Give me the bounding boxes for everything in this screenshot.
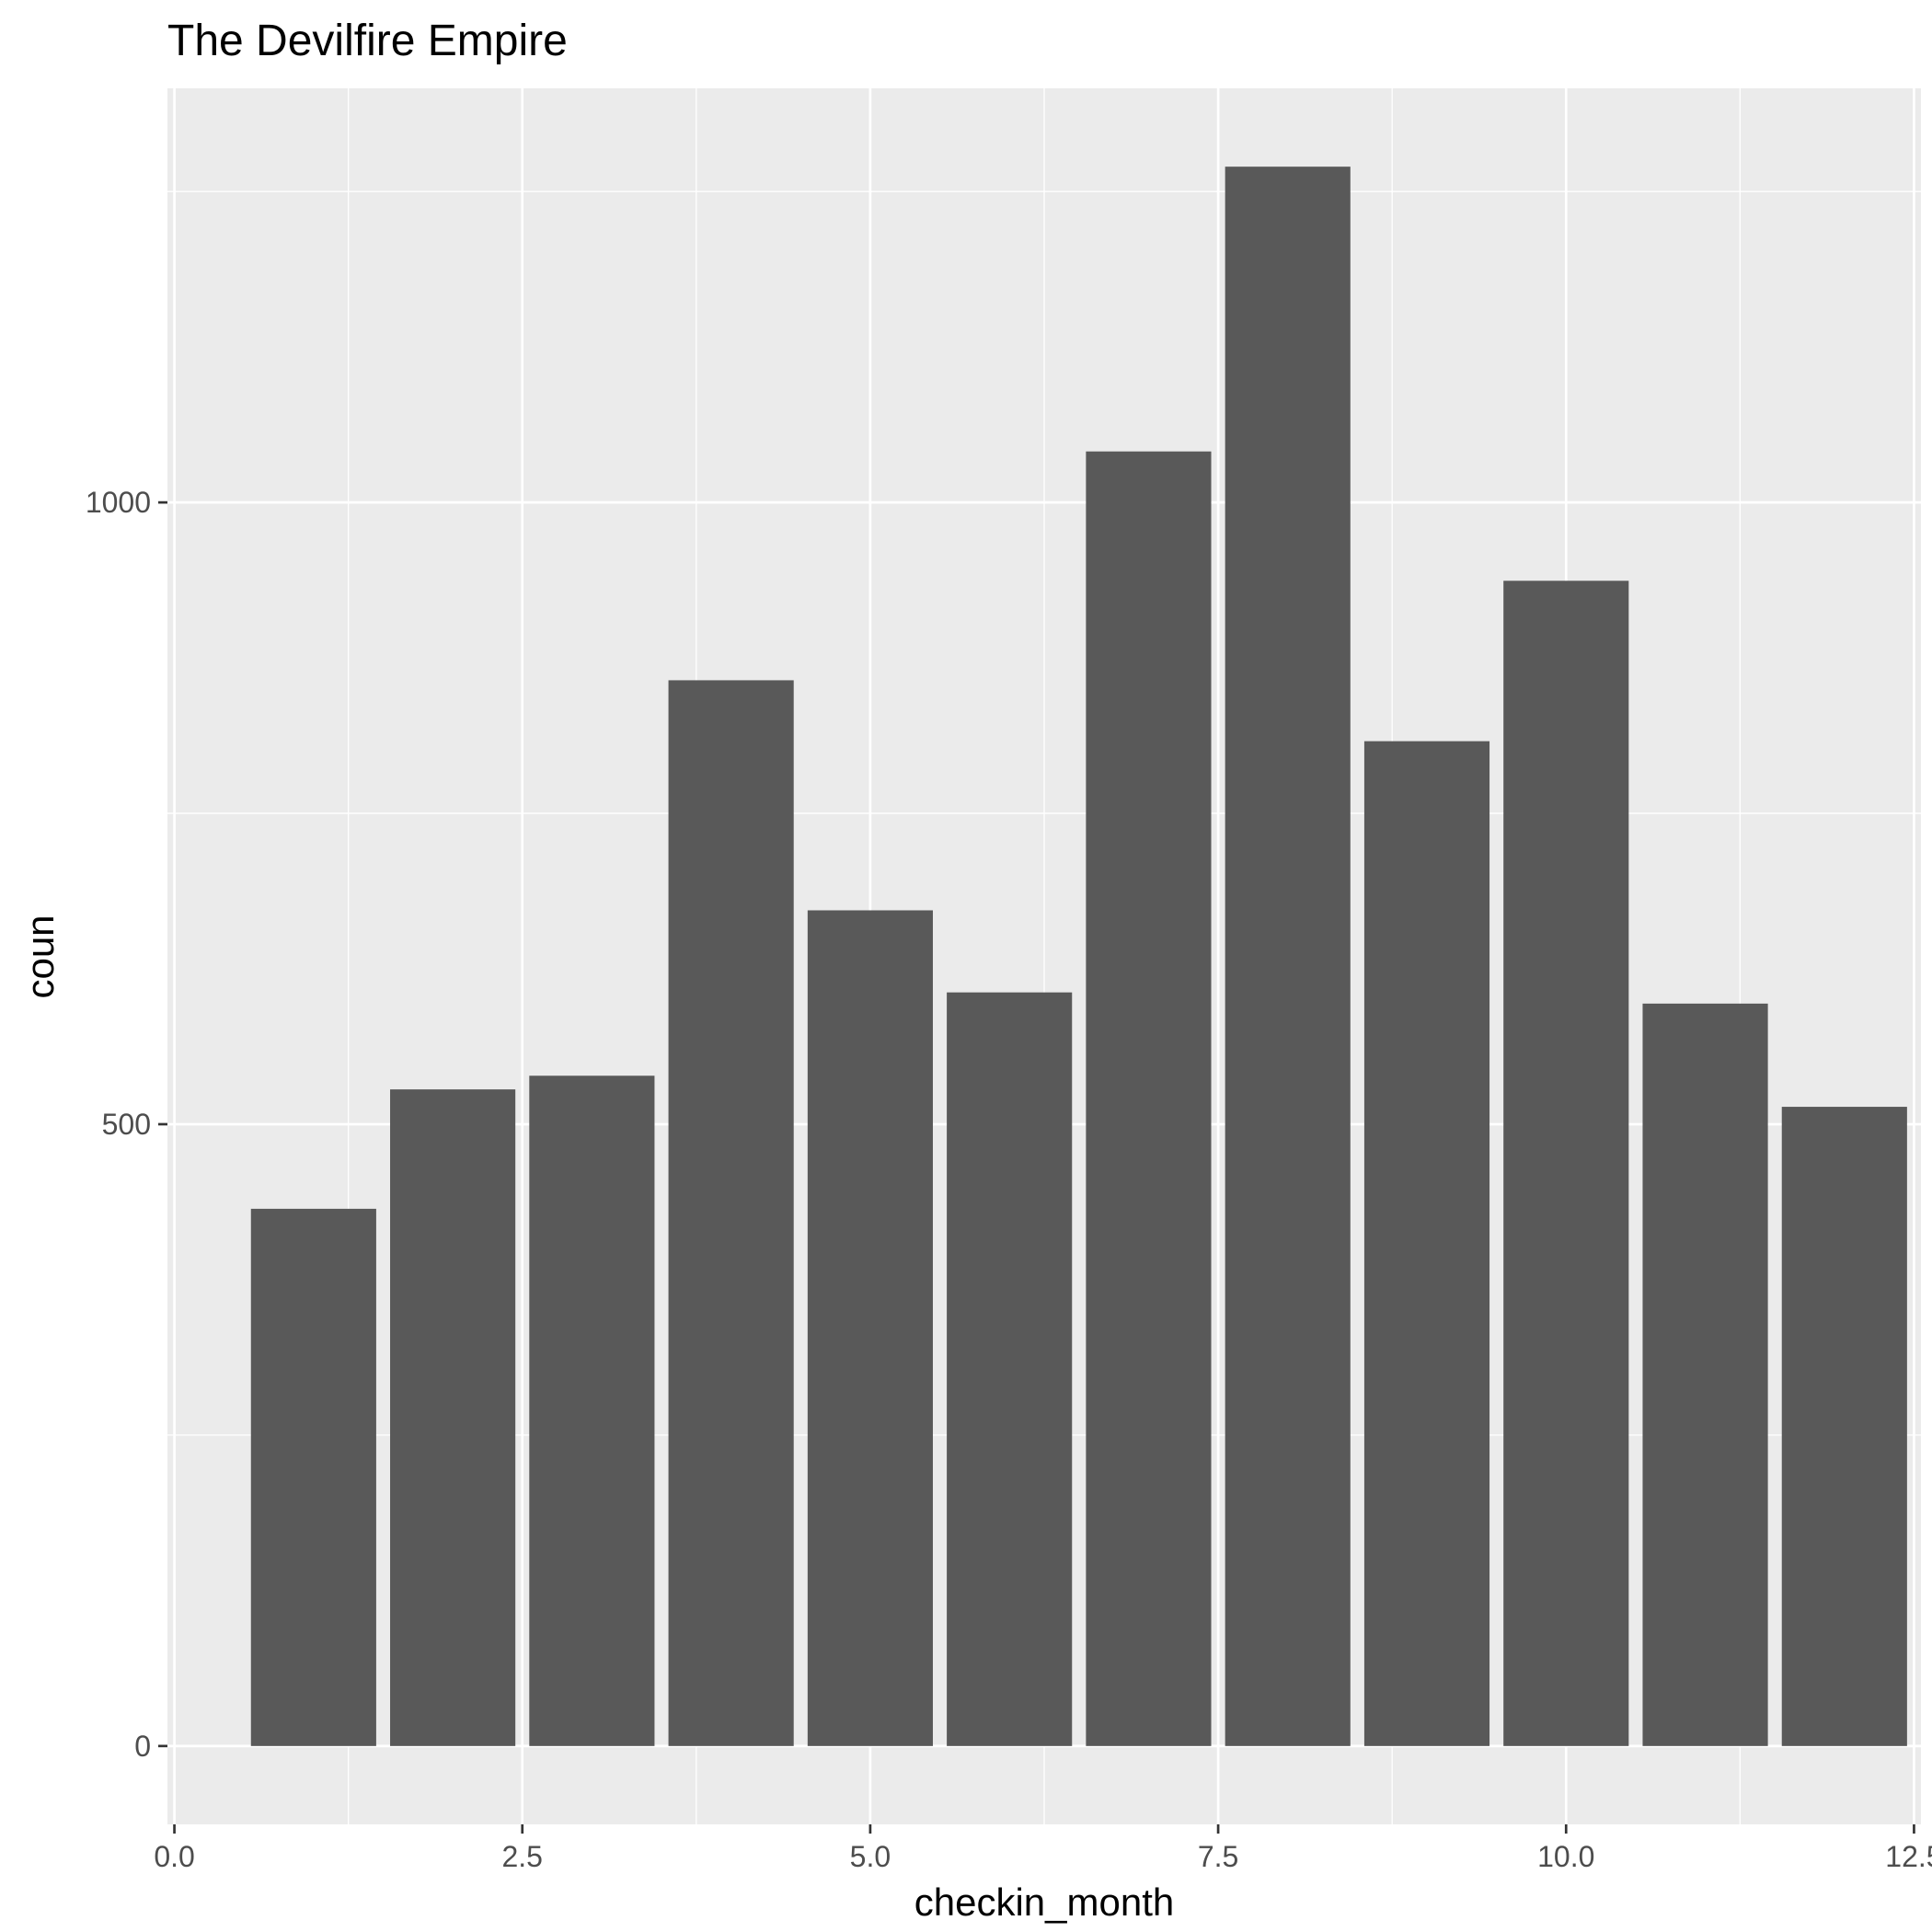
- bar: [1363, 741, 1490, 1746]
- y-tick-label: 0: [134, 1730, 151, 1763]
- x-tick-label: 7.5: [1198, 1840, 1238, 1873]
- bar: [807, 910, 933, 1746]
- x-tick-label: 2.5: [501, 1840, 542, 1873]
- y-axis-title: coun: [18, 914, 62, 998]
- chart-title: The Devilfire Empire: [167, 17, 568, 65]
- y-tick-label: 500: [102, 1108, 151, 1141]
- bar: [1225, 167, 1351, 1746]
- bar: [1503, 581, 1629, 1746]
- y-tick-label: 1000: [86, 486, 151, 519]
- x-axis-title: checkin_month: [914, 1880, 1175, 1924]
- bar: [947, 992, 1073, 1746]
- x-tick-label: 5.0: [850, 1840, 891, 1873]
- y-axis-ticks: 0 500 1000: [86, 486, 167, 1763]
- x-tick-label: 10.0: [1537, 1840, 1594, 1873]
- bars: [250, 167, 1907, 1746]
- bar: [1642, 1003, 1768, 1746]
- x-tick-label: 12.5: [1885, 1840, 1932, 1873]
- x-tick-label: 0.0: [154, 1840, 194, 1873]
- x-axis-ticks: 0.0 2.5 5.0 7.5 10.0 12.5: [154, 1824, 1932, 1873]
- bar: [390, 1089, 516, 1746]
- bar: [529, 1075, 655, 1746]
- bar: [1781, 1107, 1907, 1746]
- bar: [250, 1208, 376, 1746]
- bar: [668, 680, 794, 1746]
- bar: [1086, 451, 1212, 1746]
